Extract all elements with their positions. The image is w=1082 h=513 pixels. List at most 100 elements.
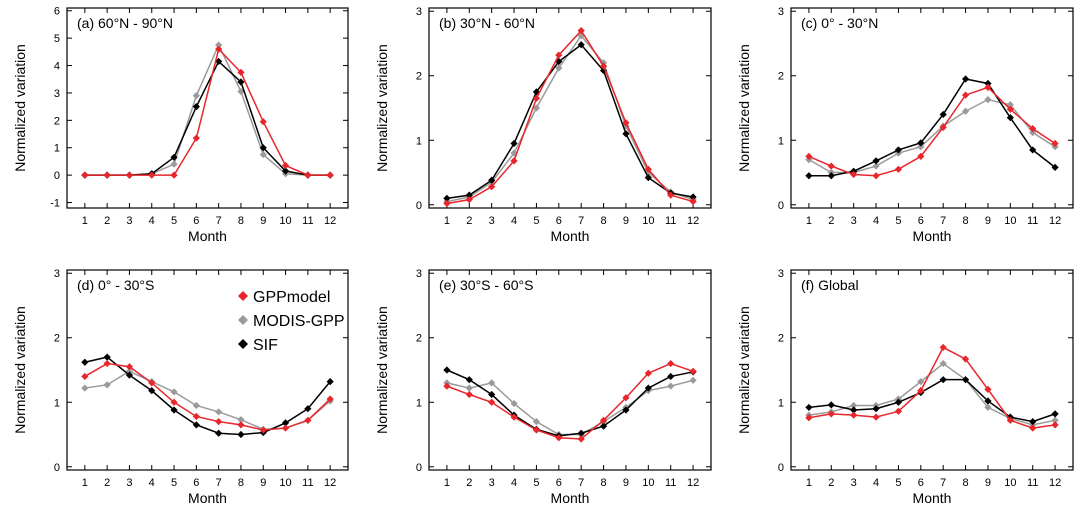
x-tick-label: 7 xyxy=(578,215,584,227)
data-point xyxy=(125,367,134,375)
x-tick-label: 6 xyxy=(193,215,199,227)
x-axis-label: Month xyxy=(913,490,952,506)
data-point xyxy=(917,139,925,147)
panel-title: (c) 0° - 30°N xyxy=(801,15,878,31)
data-point xyxy=(961,376,970,384)
data-point xyxy=(443,199,451,208)
data-point xyxy=(215,45,223,53)
y-tick-label: 1 xyxy=(778,135,784,147)
x-tick-label: 11 xyxy=(665,477,676,489)
data-point xyxy=(510,399,518,408)
data-point xyxy=(510,157,518,165)
series-sif xyxy=(443,366,697,440)
y-tick-label: 0 xyxy=(778,200,784,212)
data-point xyxy=(667,191,675,199)
legend-label: SIF xyxy=(253,337,278,354)
y-tick-label: 2 xyxy=(54,333,60,345)
data-point xyxy=(215,418,223,426)
data-point xyxy=(1006,416,1014,424)
panel-frame xyxy=(428,269,712,471)
data-point xyxy=(917,378,925,386)
data-point xyxy=(326,395,334,403)
data-point xyxy=(917,143,925,151)
data-point xyxy=(510,139,518,148)
x-tick-label: 1 xyxy=(444,215,450,227)
x-tick-label: 11 xyxy=(302,215,313,227)
series-gppmodel xyxy=(805,343,1059,432)
series-gppmodel xyxy=(81,45,334,179)
data-point xyxy=(237,416,245,424)
data-point xyxy=(1006,114,1014,122)
data-point xyxy=(488,183,496,191)
data-point xyxy=(103,359,111,368)
y-tick-label: 2 xyxy=(416,333,422,345)
data-point xyxy=(281,424,290,432)
y-tick-label: 1 xyxy=(416,397,422,409)
data-point xyxy=(984,83,992,91)
series-line xyxy=(808,78,1056,177)
y-tick-label: 3 xyxy=(416,268,422,280)
x-tick-label: 2 xyxy=(466,215,472,227)
y-tick-label: 6 xyxy=(54,6,60,18)
data-point xyxy=(192,401,200,410)
data-point xyxy=(1051,416,1059,424)
y-tick-label: 3 xyxy=(778,268,784,280)
panel-frame xyxy=(66,269,349,471)
data-point xyxy=(827,401,835,409)
y-tick-label: 3 xyxy=(778,6,784,18)
y-tick-label: 5 xyxy=(54,33,60,45)
x-tick-label: 5 xyxy=(533,215,539,227)
data-point xyxy=(917,387,925,395)
data-point xyxy=(1029,424,1037,432)
x-tick-label: 1 xyxy=(444,477,450,489)
x-tick-label: 7 xyxy=(216,215,222,227)
data-point xyxy=(81,358,89,366)
data-point xyxy=(805,172,813,180)
data-point xyxy=(170,160,178,168)
data-point xyxy=(689,197,697,206)
data-point xyxy=(894,398,903,406)
data-point xyxy=(894,165,903,173)
y-tick-label: 0 xyxy=(416,200,422,212)
series-modis-gpp xyxy=(443,376,697,439)
x-tick-label: 7 xyxy=(940,477,946,489)
data-point xyxy=(259,118,267,126)
data-point xyxy=(215,57,223,66)
data-point xyxy=(148,387,156,395)
data-point xyxy=(281,419,290,427)
series-sif xyxy=(805,376,1059,426)
data-point xyxy=(939,123,947,131)
y-axis-label: Normalized variation xyxy=(736,306,752,434)
x-axis-label: Month xyxy=(551,228,590,244)
x-tick-label: 1 xyxy=(82,477,88,489)
x-tick-label: 3 xyxy=(489,215,495,227)
legend-marker xyxy=(238,315,248,325)
data-point xyxy=(465,390,473,399)
data-point xyxy=(488,390,496,399)
x-tick-label: 3 xyxy=(851,477,857,489)
data-point xyxy=(805,152,813,160)
panel-title: (b) 30°N - 60°N xyxy=(439,15,535,31)
x-tick-label: 8 xyxy=(601,215,607,227)
data-point xyxy=(894,407,903,415)
panel-title: (a) 60°N - 90°N xyxy=(77,15,173,31)
x-tick-label: 10 xyxy=(279,477,291,489)
data-point xyxy=(259,144,267,152)
x-tick-label: 6 xyxy=(556,477,562,489)
data-point xyxy=(326,171,334,179)
panel-title: (e) 30°S - 60°S xyxy=(439,277,533,293)
data-point xyxy=(577,429,585,437)
data-point xyxy=(984,397,992,405)
x-tick-label: 9 xyxy=(985,477,991,489)
y-tick-label: 2 xyxy=(54,115,60,127)
y-tick-label: 3 xyxy=(54,268,60,280)
data-point xyxy=(827,162,835,170)
x-tick-label: 8 xyxy=(238,477,244,489)
data-point xyxy=(259,426,267,434)
x-axis-label: Month xyxy=(551,490,590,506)
data-point xyxy=(850,401,858,410)
data-point xyxy=(555,434,563,442)
